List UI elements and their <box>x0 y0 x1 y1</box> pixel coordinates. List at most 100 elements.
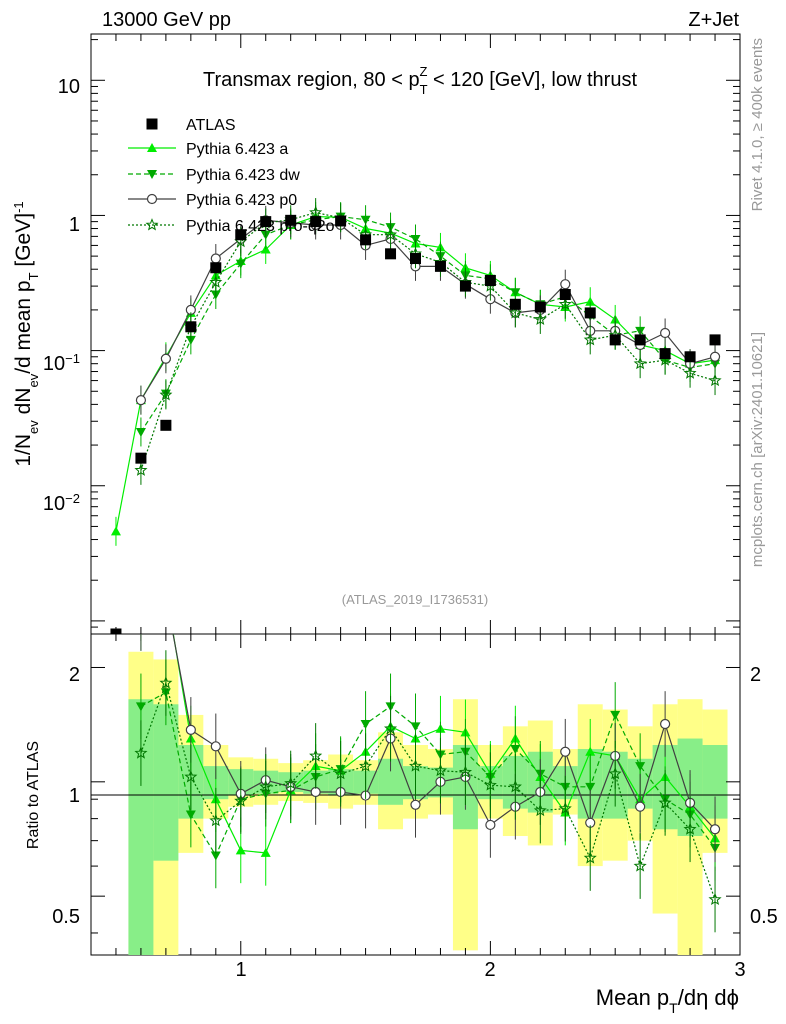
ratio-point <box>635 801 646 812</box>
legend-marker <box>147 170 157 179</box>
ratio-point <box>210 851 221 861</box>
ratio-point <box>708 892 722 905</box>
exp-minus-1-title: -1 <box>11 201 26 213</box>
data-point <box>709 334 721 346</box>
data-point <box>459 280 471 292</box>
data-point <box>410 253 421 265</box>
data-point <box>634 334 646 346</box>
data-point <box>335 215 347 227</box>
ratio-y-axis-title: Ratio to ATLAS <box>25 741 42 849</box>
data-point <box>210 253 221 264</box>
band-green-bin <box>153 704 179 861</box>
legend-label-pythia-pro-q2o: Pythia 6.423 pro-q2o <box>186 218 335 235</box>
ratio-point <box>184 770 198 783</box>
rivet-label: Rivet 4.1.0, ≥ 400k events <box>749 38 766 211</box>
data-point <box>309 205 323 219</box>
data-point <box>385 248 397 260</box>
ratio-y-tick-0.5-right: 0.5 <box>750 906 778 928</box>
ratio-point <box>161 591 170 600</box>
ratio-line <box>172 634 716 830</box>
ratio-point <box>583 851 597 864</box>
ratio-point <box>284 776 298 789</box>
legend-marker <box>147 143 157 152</box>
x-t-sub: T <box>669 1000 678 1016</box>
ratio-point <box>410 799 421 810</box>
ratio-point <box>209 813 223 827</box>
ratio-point <box>410 722 421 732</box>
data-point <box>509 298 521 310</box>
ratio-point <box>159 676 173 689</box>
ratio-point <box>533 803 547 817</box>
ratio-point <box>334 766 348 780</box>
data-point <box>484 275 496 287</box>
data-point <box>235 229 247 241</box>
data-point <box>360 215 371 225</box>
legend-label-pythia-dw: Pythia 6.423 dw <box>186 167 300 184</box>
ratio-point <box>260 847 271 857</box>
ratio-point <box>185 724 196 735</box>
y-tick-10: 10 <box>58 76 80 98</box>
ratio-point <box>136 613 146 622</box>
data-point <box>235 259 246 269</box>
ratio-point <box>483 778 497 791</box>
legend-marker <box>145 218 159 231</box>
data-point <box>585 296 596 306</box>
ratio-point <box>136 613 145 622</box>
series-atlas <box>110 214 721 634</box>
ratio-line <box>140 691 716 857</box>
y-tick-10-minus-2: 10−2 <box>43 491 80 516</box>
series-line <box>140 219 716 401</box>
ratio-point <box>610 710 621 720</box>
ratio-point <box>310 786 321 798</box>
ratio-point <box>485 819 496 831</box>
ratio-point <box>234 794 248 807</box>
ratio-point <box>210 741 221 752</box>
data-point <box>135 395 147 406</box>
data-point <box>709 351 721 362</box>
data-point <box>260 216 272 228</box>
ratio-y-tick-2-right: 2 <box>750 664 761 686</box>
y-tick-10-minus-1: 10−1 <box>43 351 80 376</box>
title-rest: < 120 [GeV], low thrust <box>427 69 637 91</box>
exp-minus-1: −1 <box>65 351 80 366</box>
title-t-sub: T <box>420 82 428 97</box>
ratio-point <box>658 796 672 809</box>
legend-label-pythia-p0: Pythia 6.423 p0 <box>186 192 297 209</box>
ratio-point <box>134 746 148 759</box>
data-point <box>135 452 147 464</box>
data-point <box>534 301 546 313</box>
data-point <box>285 214 297 226</box>
data-point <box>660 327 671 339</box>
ev-sub-2: ev <box>26 373 41 387</box>
data-point <box>559 289 571 301</box>
analysis-watermark: (ATLAS_2019_I1736531) <box>342 592 488 607</box>
t-sub: T <box>26 272 41 280</box>
data-point <box>384 227 398 241</box>
series-line <box>140 211 716 471</box>
y-tick-1: 1 <box>69 214 80 236</box>
ratio-y-tick-1: 1 <box>69 785 80 807</box>
mcplots-label: mcplots.cern.ch [arXiv:2401.10621] <box>749 332 766 567</box>
legend-marker <box>146 118 158 130</box>
data-point <box>210 262 222 274</box>
data-point <box>310 216 322 228</box>
data-point <box>609 334 621 346</box>
x-axis-title: Mean pT/dη dϕ <box>596 985 739 1016</box>
series-line <box>140 215 716 433</box>
legend: ATLAS Pythia 6.423 a Pythia 6.423 dw Pyt… <box>128 117 335 235</box>
legend-marker <box>146 193 158 205</box>
data-point <box>584 307 596 319</box>
ratio-point <box>360 719 371 729</box>
ratio-point <box>508 779 522 793</box>
x-tick-3: 3 <box>734 959 745 981</box>
data-point <box>110 628 122 634</box>
y-axis-title: 1/Nev dNev/d mean pT [GeV]-1 <box>11 201 41 466</box>
ratio-point <box>585 746 596 756</box>
ratio-point <box>358 759 373 772</box>
data-point <box>209 275 223 288</box>
data-point <box>360 234 372 246</box>
ratio-point <box>608 766 622 780</box>
data-point <box>160 353 171 364</box>
ratio-point <box>709 824 721 835</box>
data-point <box>583 333 597 346</box>
